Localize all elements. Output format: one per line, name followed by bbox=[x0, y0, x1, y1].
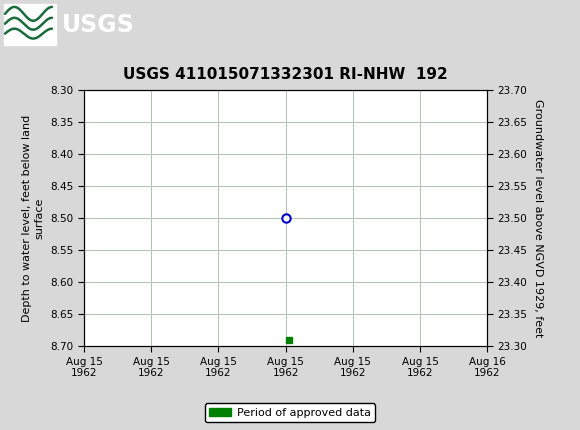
Text: USGS: USGS bbox=[62, 13, 135, 37]
Y-axis label: Depth to water level, feet below land
surface: Depth to water level, feet below land su… bbox=[21, 115, 45, 322]
FancyBboxPatch shape bbox=[4, 4, 56, 46]
Legend: Period of approved data: Period of approved data bbox=[205, 403, 375, 422]
Title: USGS 411015071332301 RI-NHW  192: USGS 411015071332301 RI-NHW 192 bbox=[124, 67, 448, 82]
Y-axis label: Groundwater level above NGVD 1929, feet: Groundwater level above NGVD 1929, feet bbox=[533, 99, 543, 338]
